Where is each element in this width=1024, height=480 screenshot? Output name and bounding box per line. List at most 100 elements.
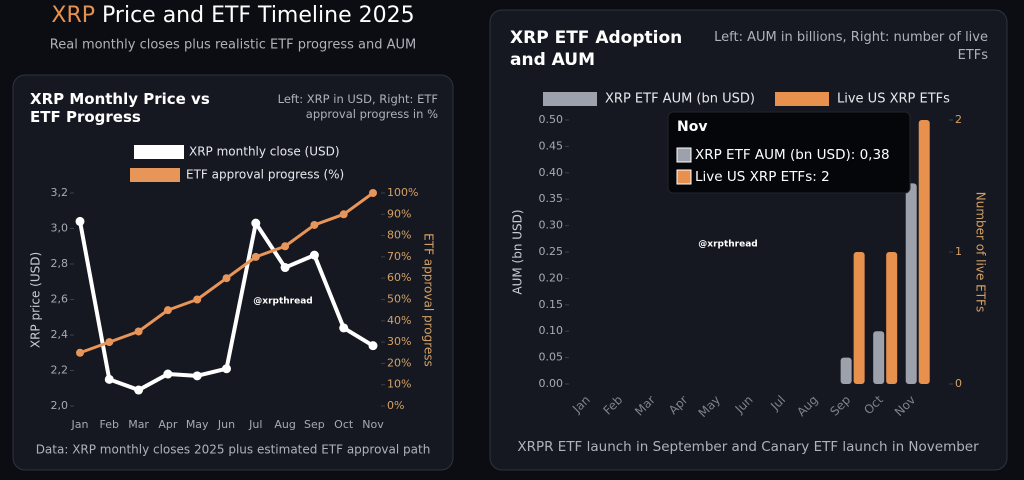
y2-tick-label: 1: [955, 245, 962, 258]
point: [192, 371, 202, 381]
x-tick-label: Jan: [71, 418, 89, 431]
y-tick-label: 0.40: [539, 166, 564, 179]
legend-swatch: [543, 92, 597, 106]
x-tick-label: Jun: [217, 418, 235, 431]
y2-axis-label: ETF approval progress: [422, 233, 436, 367]
tooltip-line: Live US XRP ETFs: 2: [695, 169, 830, 185]
point: [76, 348, 84, 357]
point: [368, 341, 378, 351]
y-tick-label: 0.30: [539, 219, 564, 232]
y2-tick-label: 80%: [387, 229, 411, 242]
tooltip-line: XRP ETF AUM (bn USD): 0,38: [695, 147, 890, 163]
point: [281, 242, 290, 251]
point: [339, 323, 349, 333]
point: [134, 385, 144, 395]
point: [309, 250, 319, 260]
x-tick-label: Oct: [334, 418, 354, 431]
footnote: Data: XRP monthly closes 2025 plus estim…: [36, 443, 431, 457]
y-tick-label: 2,2: [51, 364, 69, 377]
page-subtitle: Real monthly closes plus realistic ETF p…: [50, 38, 416, 53]
tooltip: Nov XRP ETF AUM (bn USD): 0,38 Live US XRP…: [667, 111, 911, 194]
y2-tick-label: 0: [955, 377, 962, 390]
title-highlight: XRP: [51, 3, 95, 28]
legend-label: XRP ETF AUM (bn USD): [605, 92, 755, 107]
y2-tick-label: 0%: [387, 399, 404, 412]
y-tick-label: 2,8: [51, 257, 69, 270]
y2-tick-label: 30%: [387, 335, 411, 348]
chart-note: Left: AUM in billions, Right: number of …: [714, 30, 988, 63]
legend-label: ETF approval progress (%): [186, 168, 344, 182]
y-tick-label: 0.05: [539, 351, 564, 364]
x-tick-label: Jul: [248, 418, 262, 431]
point: [339, 210, 348, 219]
y2-tick-label: 60%: [387, 271, 411, 284]
legend-swatch: [130, 168, 180, 182]
bar: [853, 252, 865, 384]
x-tick-label: Feb: [100, 418, 119, 431]
y-tick-label: 0.20: [539, 271, 564, 284]
legend-swatch: [134, 145, 184, 159]
y2-tick-label: 100%: [387, 186, 418, 199]
y-axis-label: XRP price (USD): [29, 252, 43, 348]
watermark: @xrpthread: [253, 297, 312, 307]
point: [134, 327, 143, 336]
tooltip-swatch: [676, 169, 692, 185]
point: [310, 220, 319, 229]
tooltip-box: [667, 111, 911, 194]
bar: [840, 357, 852, 384]
y2-axis-label: Number of live ETFs: [974, 192, 988, 312]
y-tick-label: 3,2: [51, 186, 69, 199]
y2-tick-label: 70%: [387, 250, 411, 263]
legend-label: Live US XRP ETFs: [837, 92, 950, 107]
tooltip-swatch: [676, 147, 692, 163]
y-tick-label: 0.00: [539, 377, 564, 390]
tooltip-title: Nov: [677, 119, 707, 135]
y-axis-label: AUM (bn USD): [511, 209, 525, 294]
y2-tick-label: 10%: [387, 378, 411, 391]
bar: [905, 183, 917, 384]
point: [193, 295, 202, 304]
y-tick-label: 0.35: [539, 192, 564, 205]
chart-note: Left: XRP in USD, Right: ETF approval pr…: [277, 92, 438, 121]
y-tick-label: 2,4: [51, 328, 69, 341]
point: [104, 374, 114, 384]
legend-swatch: [775, 92, 829, 106]
chart-title: XRP Monthly Price vs ETF Progress: [30, 90, 210, 126]
bar: [873, 331, 885, 384]
page-title: XRP Price and ETF Timeline 2025: [51, 3, 414, 28]
watermark: @xrpthread: [698, 240, 757, 250]
y-tick-label: 2,6: [51, 293, 69, 306]
point: [369, 189, 377, 197]
y2-tick-label: 50%: [387, 293, 411, 306]
y-tick-label: 3,0: [51, 222, 69, 235]
y2-tick-label: 40%: [387, 314, 411, 327]
y-tick-label: 0.15: [539, 298, 564, 311]
title-rest: Price and ETF Timeline 2025: [102, 3, 415, 28]
y2-tick-label: 90%: [387, 207, 411, 220]
point: [105, 338, 114, 347]
y2-tick-label: 20%: [387, 356, 411, 369]
bar: [886, 252, 898, 384]
y-tick-label: 0.10: [539, 324, 564, 337]
point: [222, 274, 231, 283]
point: [163, 306, 172, 315]
point: [222, 364, 231, 374]
x-tick-label: Sep: [304, 418, 325, 431]
point: [75, 216, 85, 226]
x-tick-label: Aug: [274, 418, 295, 431]
bar: [918, 120, 930, 384]
x-tick-label: Mar: [128, 418, 149, 431]
y-tick-label: 0.45: [539, 139, 564, 152]
x-tick-label: Apr: [158, 418, 178, 431]
point: [163, 369, 173, 379]
point: [251, 252, 260, 261]
y-tick-label: 0.25: [539, 245, 564, 258]
y-tick-label: 0.50: [539, 113, 564, 126]
x-tick-label: Nov: [362, 418, 384, 431]
y2-tick-label: 2: [955, 113, 962, 126]
footnote: XRPR ETF launch in September and Canary …: [517, 439, 979, 455]
legend-label: XRP monthly close (USD): [189, 145, 340, 159]
point: [251, 218, 261, 228]
